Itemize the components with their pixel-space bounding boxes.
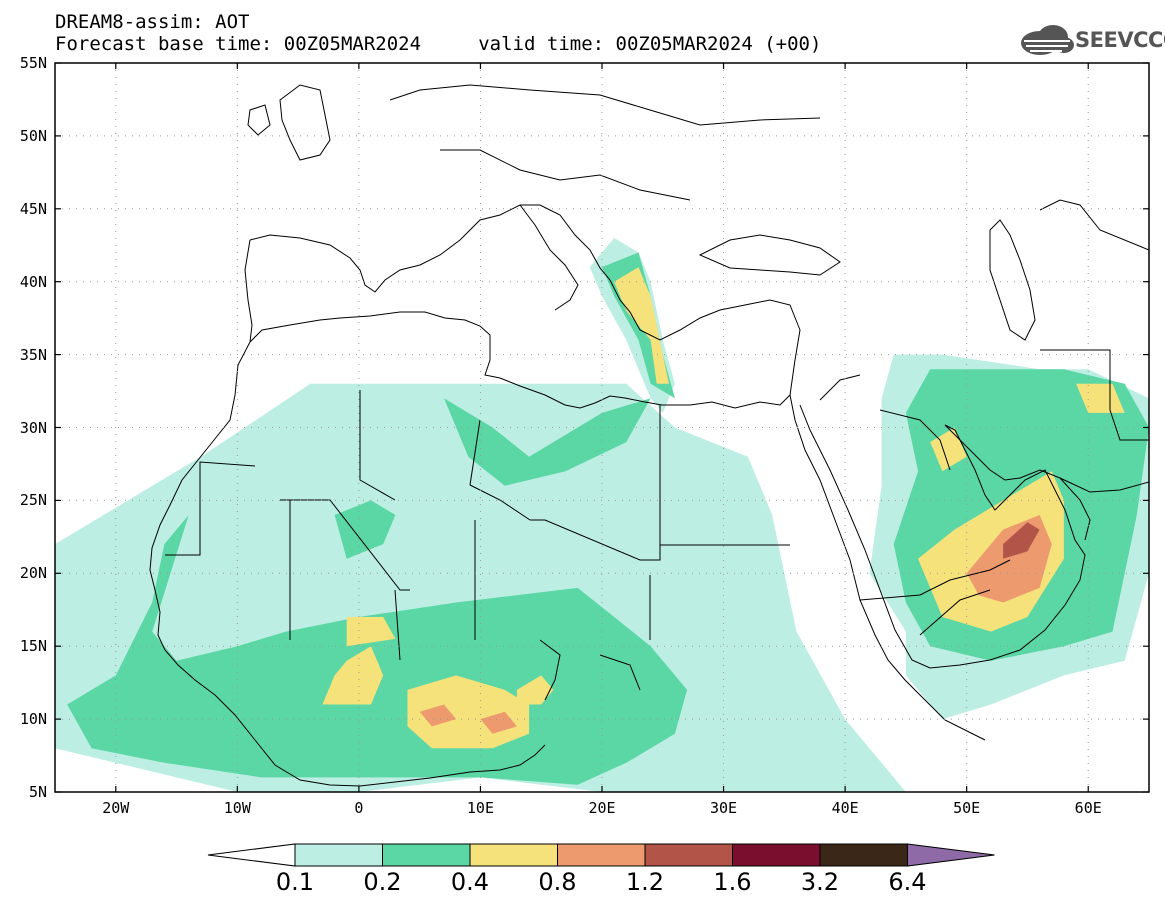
colorbar-swatch xyxy=(819,843,908,867)
colorbar-swatch xyxy=(382,843,471,867)
lon-label: 10W xyxy=(223,799,251,817)
cloud-logo-icon xyxy=(1021,25,1074,55)
aot-level2-region-0 xyxy=(67,515,688,785)
aot-field-layers xyxy=(55,238,1149,792)
colorbar-label: 1.2 xyxy=(625,868,665,896)
colorbar-label: 0.8 xyxy=(538,868,577,896)
lat-label: 20N xyxy=(19,564,47,583)
logo-text: SEEVCCC xyxy=(1075,28,1165,52)
colorbar-swatch xyxy=(644,843,733,867)
aot-level2-region-3 xyxy=(334,500,396,559)
lat-label: 10N xyxy=(19,710,47,729)
colorbar-label: 3.2 xyxy=(800,868,840,896)
lon-label: 30E xyxy=(710,799,738,817)
lat-label: 55N xyxy=(19,54,47,72)
colorbar-label: 1.6 xyxy=(713,868,752,896)
colorbar xyxy=(207,843,995,867)
lat-label: 15N xyxy=(19,637,47,656)
colorbar-swatch xyxy=(294,843,383,867)
aot-level2-region-2 xyxy=(444,398,651,486)
lon-label: 20E xyxy=(588,799,616,817)
map-title: DREAM8-assim: AOT xyxy=(55,11,250,33)
aot-level4-region-0 xyxy=(419,704,457,727)
lon-label: 20W xyxy=(102,799,130,817)
colorbar-over-arrow xyxy=(907,843,995,867)
axis-ticks xyxy=(55,62,1149,793)
aot-level3-region-0 xyxy=(322,646,384,705)
colorbar-label: 6.4 xyxy=(888,868,927,896)
aot-level3-region-7 xyxy=(1076,383,1125,413)
lat-label: 30N xyxy=(19,418,47,437)
aot-level3-region-6 xyxy=(614,267,669,384)
lon-label: 10E xyxy=(466,799,494,817)
lat-label: 50N xyxy=(19,126,47,145)
forecast-time-subtitle: Forecast base time: 00Z05MAR2024 valid t… xyxy=(55,33,822,55)
colorbar-swatch xyxy=(557,843,646,867)
colorbar-label: 0.1 xyxy=(275,868,315,896)
lat-label: 5N xyxy=(28,783,47,801)
colorbar-under-arrow xyxy=(207,843,296,867)
colorbar-swatch xyxy=(732,843,821,867)
colorbar-label: 0.4 xyxy=(450,868,490,896)
lat-label: 25N xyxy=(19,491,47,510)
aot-level3-region-5 xyxy=(930,427,967,472)
lon-label: 60E xyxy=(1074,799,1102,817)
coastlines-borders xyxy=(149,84,1149,787)
aot-level5-region-0 xyxy=(1003,522,1040,559)
lat-label: 45N xyxy=(19,199,47,218)
lon-label: 0 xyxy=(354,799,364,817)
colorbar-label: 0.2 xyxy=(363,868,402,896)
lon-label: 40E xyxy=(831,799,859,817)
aot-level3-region-2 xyxy=(346,617,396,647)
lat-label: 35N xyxy=(19,345,47,364)
colorbar-swatch xyxy=(469,843,558,867)
aot-level4-region-1 xyxy=(480,711,517,734)
aot-level3-region-3 xyxy=(516,675,554,705)
lon-label: 50E xyxy=(953,799,981,817)
lat-label: 40N xyxy=(19,272,47,291)
